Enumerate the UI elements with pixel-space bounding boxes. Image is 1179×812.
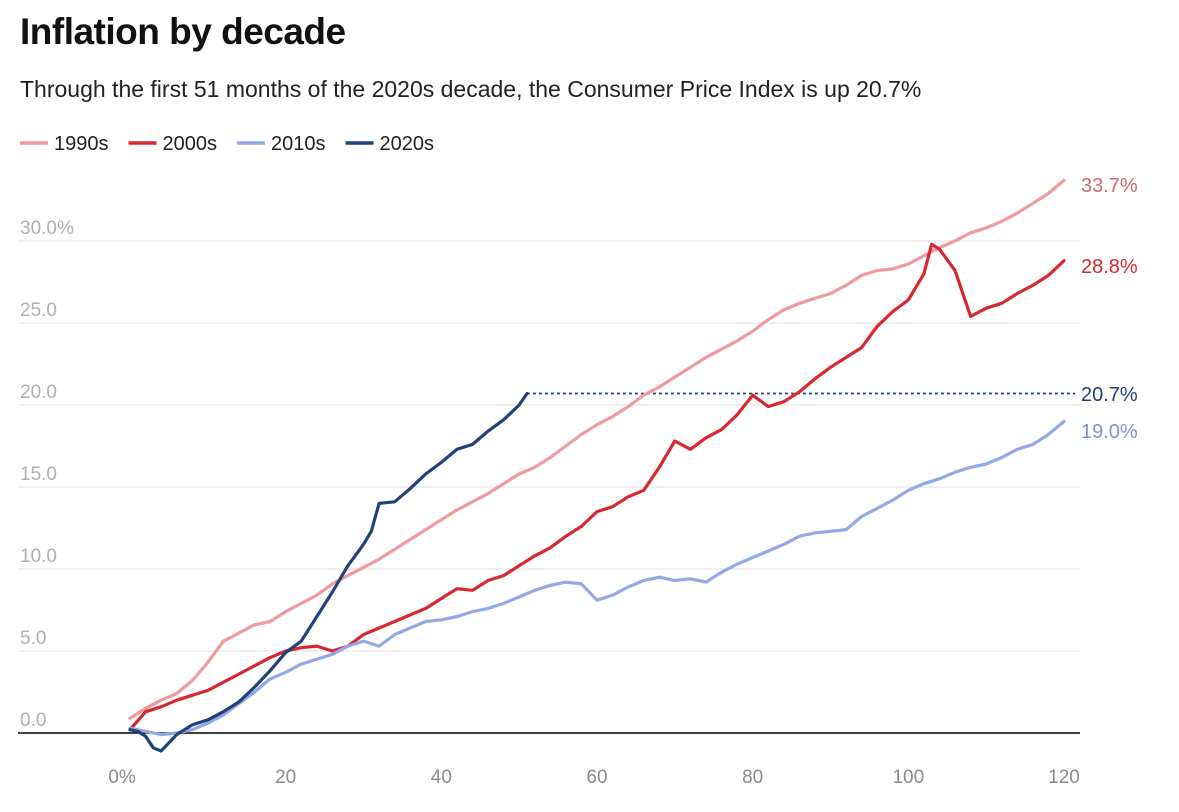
x-tick-label-100: 100 bbox=[892, 767, 924, 788]
series-line-2010s bbox=[128, 419, 1066, 737]
y-tick-label-15-0: 15.0 bbox=[20, 464, 57, 485]
grid-lines bbox=[18, 240, 1080, 734]
series-line-1990s bbox=[128, 178, 1066, 720]
x-axis-ticks: 0% 20 40 60 80 100 120 bbox=[108, 767, 1080, 788]
legend-label-2020s: 2020s bbox=[380, 133, 435, 155]
legend-label-2010s: 2010s bbox=[271, 133, 326, 155]
legend-label-1990s: 1990s bbox=[54, 133, 109, 155]
end-label-2020s: 20.7% bbox=[1081, 384, 1138, 406]
series-lines bbox=[128, 178, 1066, 753]
y-tick-label-0-0: 0.0 bbox=[20, 710, 46, 731]
x-tick-label-80: 80 bbox=[742, 767, 763, 788]
y-tick-label-30-0: 30.0% bbox=[20, 218, 74, 239]
end-label-2000s: 28.8% bbox=[1081, 256, 1138, 278]
series-line-2020s bbox=[128, 391, 529, 753]
y-tick-label-20-0: 20.0 bbox=[20, 382, 57, 403]
end-label-1990s: 33.7% bbox=[1081, 175, 1138, 197]
y-tick-label-25-0: 25.0 bbox=[20, 300, 57, 321]
legend-label-2000s: 2000s bbox=[163, 133, 218, 155]
x-tick-label-40: 40 bbox=[431, 767, 452, 788]
legend: 1990s 2000s 2010s 2020s bbox=[20, 133, 434, 155]
chart-subtitle: Through the first 51 months of the 2020s… bbox=[20, 76, 921, 102]
y-axis-ticks: 0.0 5.0 10.0 15.0 20.0 25.0 30.0% bbox=[20, 218, 74, 731]
chart-title: Inflation by decade bbox=[20, 11, 346, 52]
x-tick-label-120: 120 bbox=[1048, 767, 1080, 788]
end-labels: 33.7% 28.8% 19.0% 20.7% bbox=[1081, 175, 1138, 443]
end-label-2010s: 19.0% bbox=[1081, 421, 1138, 443]
y-tick-label-10-0: 10.0 bbox=[20, 546, 57, 567]
x-tick-label-0: 0% bbox=[108, 767, 136, 788]
x-tick-label-60: 60 bbox=[586, 767, 607, 788]
y-tick-label-5-0: 5.0 bbox=[20, 628, 46, 649]
x-tick-label-20: 20 bbox=[275, 767, 296, 788]
